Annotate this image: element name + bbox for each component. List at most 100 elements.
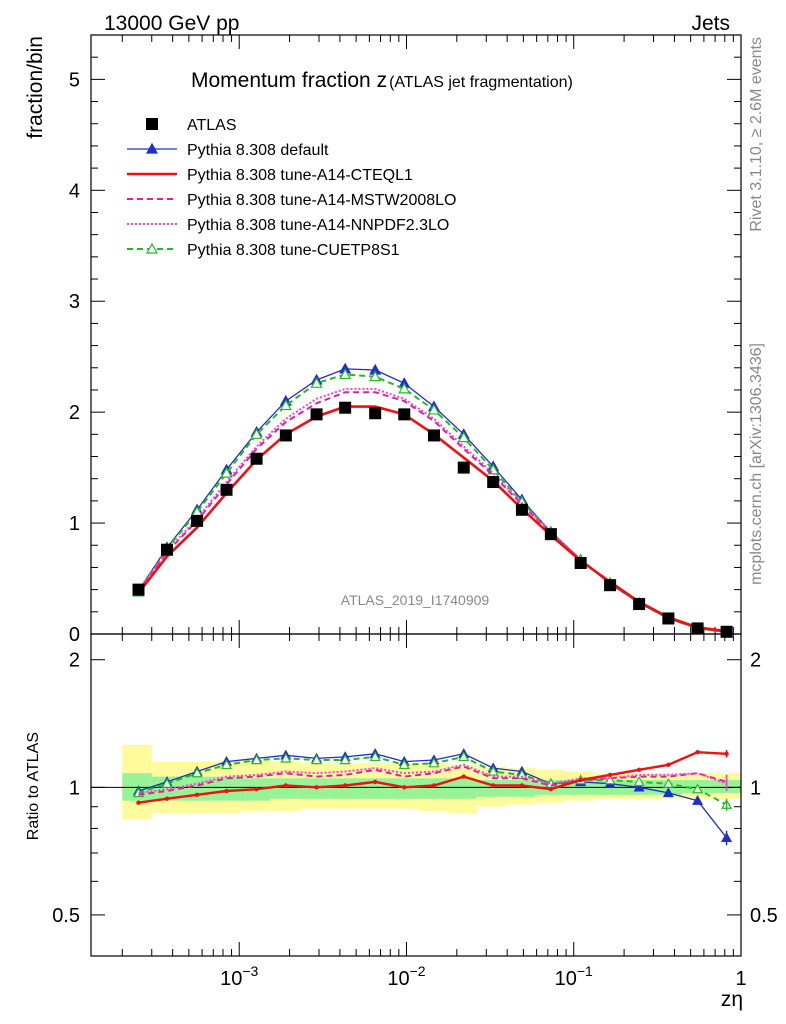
ratio-series-5-point (604, 774, 616, 785)
series-0-point (160, 543, 173, 556)
legend-entry: Pythia 8.308 tune-A14-MSTW2008LO (127, 192, 456, 209)
series-0-point (457, 461, 470, 474)
ratio-series-2-point (578, 777, 583, 783)
ratio-band-green-bin (330, 778, 359, 799)
legend-entry: Pythia 8.308 tune-A14-NNPDF2.3LO (127, 217, 449, 234)
legend-label: Pythia 8.308 tune-A14-NNPDF2.3LO (187, 217, 449, 234)
series-0-point (427, 429, 440, 442)
ratio-series-5-point (692, 783, 704, 794)
ratio-series-2-point (254, 786, 259, 792)
legend-entry: Pythia 8.308 tune-A14-CTEQL1 (127, 167, 413, 184)
ratio-band-green-bin (476, 780, 507, 797)
ratio-series-2-point (283, 783, 289, 788)
y-tick-label: 4 (69, 180, 80, 202)
ratio-band-green-bin (447, 778, 477, 799)
source-label: mcplots.cern.ch [arXiv:1306.3436] (748, 343, 765, 585)
legend-marker (145, 242, 159, 254)
ratio-series-5-point (398, 759, 410, 770)
ratio-series-5-point (369, 751, 381, 762)
ratio-series-5-point (221, 759, 233, 770)
ratio-series-2-point (402, 785, 407, 790)
ratio-series-2-point (548, 786, 554, 792)
ratio-series-2-point (136, 800, 141, 805)
series-0-point (574, 557, 587, 570)
ratio-series-5-point (516, 769, 528, 780)
ratio-band-green-bin (506, 780, 536, 797)
legend-marker (146, 118, 158, 130)
ratio-series-5-point (191, 767, 203, 778)
ratio-series-2-point (461, 774, 466, 779)
ratio-series-2-point (224, 788, 229, 794)
ratio-series-2-point (194, 792, 200, 798)
ratio-series-2-point (607, 772, 613, 778)
series-5-point (427, 403, 440, 415)
y-axis-label: fraction/bin (24, 36, 47, 139)
main-panel: 0 1 2 3 4 5 (69, 34, 742, 956)
ratio-series-2-point (519, 783, 525, 788)
x-axis-label: zη (721, 988, 743, 1011)
legend-label: Pythia 8.308 tune-A14-CTEQL1 (187, 167, 413, 184)
ratio-series-2-point (636, 767, 642, 772)
series-0-point (633, 598, 646, 611)
series-0-point (220, 483, 233, 496)
series-5-point (339, 368, 352, 380)
ratio-tick-label-left: 2 (69, 650, 80, 672)
series-0-point (691, 622, 704, 635)
ratio-series-5-point (458, 751, 470, 762)
ratio-series-2-point (431, 783, 437, 788)
series-0-point (279, 429, 292, 442)
series-0-point (662, 612, 675, 625)
series-5-point (310, 377, 323, 388)
series-0-point (310, 408, 323, 421)
legend-entry: ATLAS (146, 117, 237, 134)
y-tick-label: 2 (69, 402, 80, 424)
series-0-point (339, 401, 352, 414)
ratio-series-5-point (428, 757, 440, 768)
legend-label: Pythia 8.308 tune-CUETP8S1 (187, 242, 400, 259)
x-tick-label: 10−1 (555, 963, 593, 990)
ratio-series-5-point (487, 765, 499, 776)
ratio-series-5-point (662, 777, 674, 788)
legend-label: Pythia 8.308 tune-A14-MSTW2008LO (187, 192, 456, 209)
series-0-point (487, 476, 500, 489)
series-5-point (220, 466, 233, 478)
ratio-series-5-point (161, 777, 173, 788)
series-5-point (369, 370, 382, 382)
legend-label: ATLAS (187, 117, 237, 134)
ratio-series-5-point (280, 752, 292, 763)
series-0-point (132, 583, 145, 596)
ratio-series-2-point (164, 796, 170, 801)
ratio-panel: 10−3 10−2 10−1 1 0.5 0.5 1 1 2 2 (52, 633, 778, 990)
series-0-point (398, 408, 411, 421)
legend-entry: Pythia 8.308 default (127, 142, 329, 159)
ratio-band-green-bin (417, 778, 448, 799)
ratio-series-2-point (490, 783, 496, 788)
ratio-series-5-point (633, 776, 645, 787)
ratio-tick-label-right: 2 (750, 650, 761, 672)
ratio-tick-label-left: 0.5 (52, 905, 80, 927)
ratio-series-5-point (251, 754, 263, 765)
series-0-point (369, 407, 382, 420)
y-tick-label: 1 (69, 513, 80, 535)
series-5-point (250, 428, 263, 439)
ratio-series-2-point (342, 783, 348, 788)
y-tick-label: 5 (69, 69, 80, 91)
legend-label: Pythia 8.308 default (187, 142, 329, 159)
header-left: 13000 GeV pp (104, 12, 239, 35)
ratio-tick-label-left: 1 (69, 777, 80, 799)
series-0-point (250, 452, 263, 465)
series-0-point (720, 625, 733, 638)
analysis-watermark: ATLAS_2019_I1740909 (341, 592, 490, 608)
y-tick-label: 0 (69, 624, 80, 646)
ratio-series-2-point (314, 785, 319, 790)
series-4-line (137, 387, 727, 633)
ratio-series-5-point (311, 754, 323, 765)
legend-marker (145, 142, 159, 154)
series-0-point (604, 579, 617, 592)
y-tick-label: 3 (69, 291, 80, 313)
legend: ATLAS Pythia 8.308 default Pythia 8.308 tu… (127, 117, 456, 259)
ratio-frame (90, 633, 742, 957)
series-5-point (457, 431, 470, 443)
series-5-point (279, 399, 292, 411)
series-5-point (398, 382, 411, 394)
